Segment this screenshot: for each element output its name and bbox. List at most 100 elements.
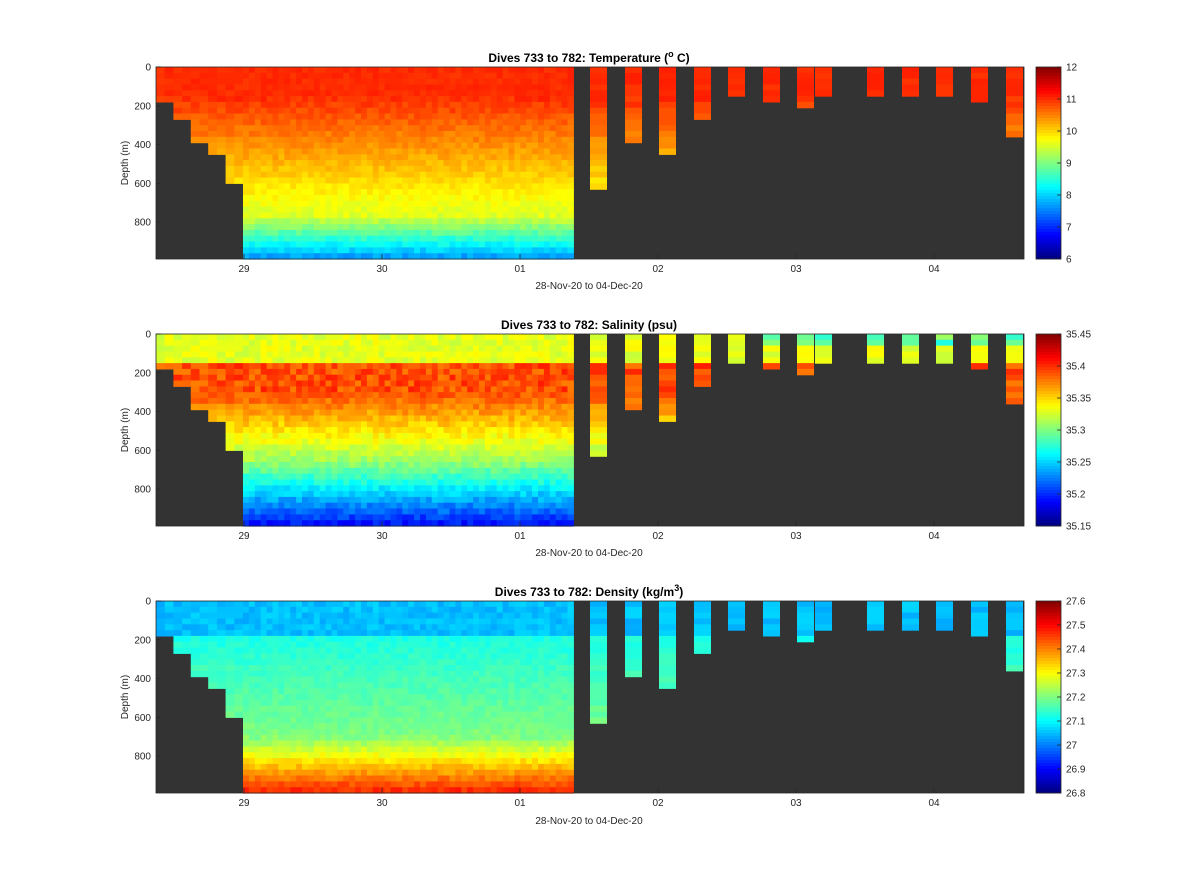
data-cell: [313, 473, 321, 480]
data-cell: [532, 398, 539, 405]
data-cell: [225, 131, 235, 138]
data-cell: [182, 101, 192, 109]
data-cell: [408, 90, 415, 97]
data-cell: [302, 502, 309, 510]
data-cell: [526, 432, 533, 440]
data-cell: [296, 195, 303, 202]
data-cell: [532, 78, 539, 85]
data-cell: [502, 409, 509, 416]
data-cell: [243, 491, 250, 498]
data-cell: [260, 467, 268, 475]
data-cell: [313, 705, 321, 713]
data-cell: [302, 514, 309, 521]
data-cell: [502, 200, 509, 208]
data-cell: [182, 78, 192, 85]
data-cell: [243, 78, 250, 85]
data-cell: [343, 409, 350, 416]
data-cell: [296, 224, 303, 231]
data-cell: [208, 624, 218, 631]
data-cell: [372, 415, 380, 422]
data-cell: [290, 444, 297, 451]
data-cell: [449, 368, 456, 376]
data-cell: [337, 189, 344, 196]
data-cell: [337, 508, 344, 515]
data-cell: [390, 398, 397, 405]
data-cell: [372, 514, 380, 521]
data-cell: [455, 462, 462, 469]
data-cell: [1006, 357, 1023, 364]
colorbar-cell: [1036, 397, 1061, 401]
data-cell: [266, 125, 273, 132]
data-cell: [254, 386, 262, 393]
data-cell: [302, 392, 309, 399]
data-cell: [420, 160, 427, 167]
data-cell: [272, 438, 279, 446]
data-cell: [260, 606, 268, 614]
data-cell: [502, 491, 509, 498]
data-cell: [520, 253, 527, 260]
data-cell: [302, 694, 309, 701]
data-cell: [420, 502, 427, 510]
data-cell: [266, 334, 273, 341]
data-cell: [254, 635, 262, 643]
data-cell: [307, 467, 315, 475]
data-cell: [290, 462, 297, 469]
data-cell: [414, 235, 421, 243]
data-cell: [514, 392, 521, 399]
data-cell: [414, 113, 421, 120]
data-cell: [437, 438, 445, 446]
colorbar-cell: [1036, 169, 1061, 173]
data-cell: [284, 606, 291, 614]
data-cell: [248, 96, 256, 103]
data-cell: [549, 195, 557, 202]
data-cell: [343, 456, 350, 463]
data-cell: [290, 409, 297, 416]
data-cell: [449, 438, 456, 446]
data-cell: [437, 229, 445, 237]
data-cell: [278, 200, 285, 208]
colorbar-cell: [1036, 499, 1061, 503]
data-cell: [502, 84, 509, 91]
data-cell: [355, 421, 362, 428]
data-cell: [425, 467, 433, 475]
data-cell: [437, 427, 445, 434]
data-cell: [490, 508, 498, 515]
colorbar-cell: [1036, 199, 1061, 203]
data-cell: [431, 351, 439, 358]
data-cell: [390, 456, 397, 463]
data-cell: [473, 212, 480, 219]
data-cell: [260, 694, 268, 701]
data-cell: [372, 218, 380, 225]
data-cell: [319, 206, 327, 213]
data-cell: [302, 473, 309, 480]
data-cell: [532, 183, 539, 190]
data-cell: [225, 142, 235, 149]
data-cell: [420, 357, 427, 364]
data-cell: [216, 398, 227, 405]
data-cell: [248, 665, 256, 672]
data-cell: [366, 171, 374, 179]
data-cell: [420, 136, 427, 144]
data-cell: [234, 427, 244, 434]
data-cell: [455, 247, 462, 254]
data-cell: [254, 630, 262, 637]
data-cell: [216, 72, 227, 80]
data-cell: [526, 235, 533, 243]
data-cell: [567, 491, 574, 498]
data-cell: [272, 218, 279, 225]
data-cell: [234, 694, 244, 701]
data-cell: [437, 160, 445, 167]
data-cell: [331, 514, 338, 521]
data-cell: [567, 380, 574, 387]
data-cell: [467, 456, 474, 463]
data-cell: [520, 113, 527, 120]
data-cell: [254, 444, 262, 451]
data-cell: [343, 403, 350, 411]
data-cell: [248, 119, 256, 126]
data-cell: [520, 154, 527, 161]
data-cell: [307, 101, 315, 109]
data-cell: [254, 200, 262, 208]
data-cell: [243, 229, 250, 237]
data-cell: [567, 107, 574, 115]
data-cell: [526, 142, 533, 149]
